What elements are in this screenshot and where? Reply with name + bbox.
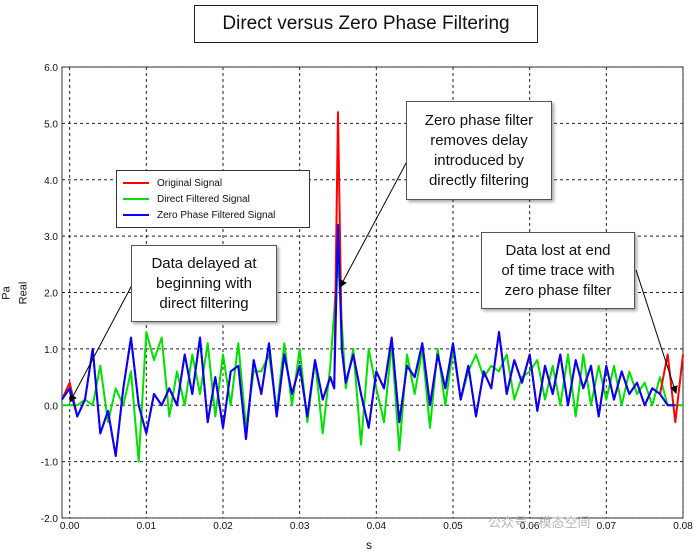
callout-zero-phase: Zero phase filter removes delay introduc… xyxy=(406,101,552,200)
legend-swatch-original xyxy=(123,182,149,184)
x-tick-label: 0.08 xyxy=(673,521,693,532)
x-tick-label: 0.01 xyxy=(137,521,157,532)
y-tick-label: 6.0 xyxy=(44,63,58,74)
callout-zero-phase-line-2: removes delay xyxy=(430,131,528,149)
callout-data-lost-line-3: zero phase filter xyxy=(504,281,612,299)
y-tick-label: 4.0 xyxy=(44,176,58,187)
y-tick-label: 1.0 xyxy=(44,345,58,356)
axis-ticks: 0.00 0.01 0.02 0.03 0.04 0.05 0.06 0.07 0.08 -2.0… xyxy=(41,63,693,532)
legend-label-direct: Direct Filtered Signal xyxy=(157,193,250,205)
x-axis-label: s xyxy=(366,538,372,552)
x-tick-label: 0.05 xyxy=(443,521,463,532)
callout-delay-line-3: direct filtering xyxy=(159,294,249,312)
legend-entry-direct: Direct Filtered Signal xyxy=(123,191,303,207)
y-tick-label: 5.0 xyxy=(44,119,58,130)
callout-delay: Data delayed at beginning with direct fi… xyxy=(131,245,277,322)
legend-swatch-zero-phase xyxy=(123,214,149,216)
legend: Original Signal Direct Filtered Signal Z… xyxy=(116,170,310,228)
x-tick-label: 0.03 xyxy=(290,521,310,532)
legend-swatch-direct xyxy=(123,198,149,200)
series-lines xyxy=(61,111,684,463)
arrow-data-lost xyxy=(635,269,678,394)
callout-data-lost-line-2: of time trace with xyxy=(501,261,615,279)
chart-title: Direct versus Zero Phase Filtering xyxy=(194,5,538,43)
series-line-zero-phase-filtered-signal xyxy=(61,223,676,457)
y-tick-label: -1.0 xyxy=(41,458,59,469)
callout-arrows xyxy=(69,151,678,403)
callout-data-lost: Data lost at end of time trace with zero… xyxy=(481,232,635,309)
arrow-zero-phase xyxy=(339,151,413,288)
callout-zero-phase-line-1: Zero phase filter xyxy=(424,111,534,129)
x-tick-label: 0.04 xyxy=(367,521,387,532)
legend-label-zero-phase: Zero Phase Filtered Signal xyxy=(157,209,276,221)
x-tick-label: 0.06 xyxy=(520,521,540,532)
x-tick-label: 0.00 xyxy=(60,521,80,532)
callout-zero-phase-line-3: introduced by xyxy=(433,151,525,169)
callout-zero-phase-line-4: directly filtering xyxy=(428,171,530,189)
y-tick-label: 2.0 xyxy=(44,289,58,300)
legend-entry-original: Original Signal xyxy=(123,175,303,191)
callout-delay-line-2: beginning with xyxy=(156,274,252,292)
x-tick-label: 0.02 xyxy=(213,521,233,532)
y-tick-label: 0.0 xyxy=(44,401,58,412)
y-tick-label: -2.0 xyxy=(41,514,59,525)
callout-data-lost-line-1: Data lost at end xyxy=(505,241,611,259)
legend-entry-zero-phase: Zero Phase Filtered Signal xyxy=(123,207,303,223)
y-axis-units: Pa xyxy=(0,286,13,300)
series-line-direct-filtered-signal xyxy=(62,257,683,463)
watermark: 公众号 · 模态空间 xyxy=(488,515,591,530)
x-tick-label: 0.07 xyxy=(597,521,617,532)
callout-delay-line-1: Data delayed at xyxy=(151,254,257,272)
legend-label-original: Original Signal xyxy=(157,177,223,189)
arrow-delay xyxy=(69,284,133,403)
y-axis-label: Real xyxy=(17,281,30,305)
y-tick-label: 3.0 xyxy=(44,232,58,243)
